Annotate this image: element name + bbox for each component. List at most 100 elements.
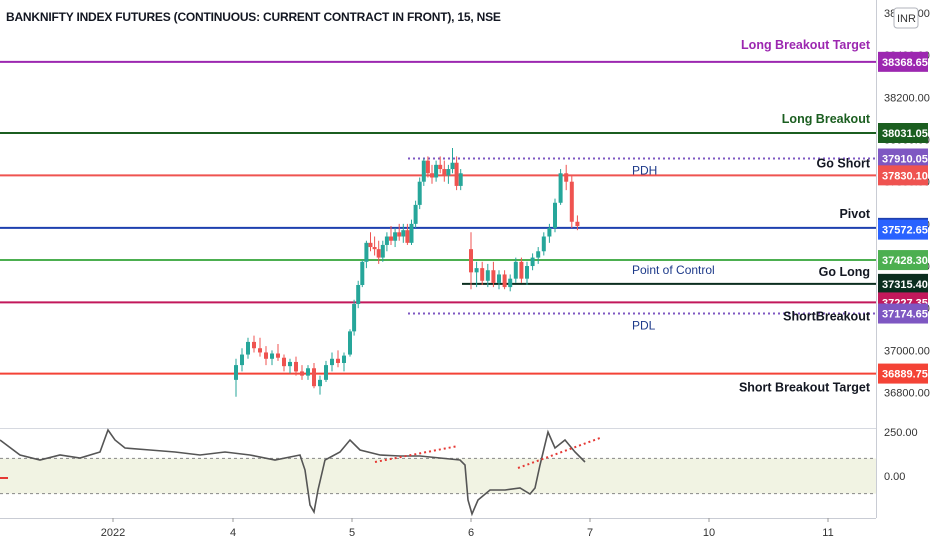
candle xyxy=(491,270,496,283)
candle xyxy=(442,169,447,176)
candle xyxy=(485,270,490,281)
price-badge-label: 37572.65 xyxy=(882,225,928,237)
level-label-pdh: PDH xyxy=(632,163,657,177)
candle xyxy=(348,331,352,355)
level-label-pdl: PDL xyxy=(632,319,656,333)
level-badges-layer: 38368.6538031.0537910.0537830.1037581.00… xyxy=(878,51,928,384)
level-labels-layer: Long Breakout Target Long Breakout Go Shor… xyxy=(632,38,871,395)
grid-layer xyxy=(0,0,877,519)
candle xyxy=(376,249,381,258)
oscillator-trendline xyxy=(374,445,459,463)
oscillator-tick-label: 250.00 xyxy=(884,427,918,439)
candle xyxy=(569,181,574,222)
level-label-poc: Point of Control xyxy=(632,263,715,277)
candle xyxy=(336,358,340,363)
candle xyxy=(438,164,443,170)
candle xyxy=(553,202,557,229)
candle xyxy=(405,230,410,243)
candle xyxy=(330,358,334,366)
oscillator-layer xyxy=(0,428,601,517)
candle xyxy=(430,173,434,178)
candle xyxy=(312,368,316,387)
level-label-long-breakout-target: Long Breakout Target xyxy=(741,38,871,52)
time-tick-label: 4 xyxy=(230,527,236,539)
price-tick-label: 36800.00 xyxy=(884,388,930,400)
time-tick-label: 10 xyxy=(703,527,715,539)
oscillator-line xyxy=(0,428,586,517)
candle xyxy=(513,261,518,279)
price-badge-label: 38368.65 xyxy=(882,57,928,69)
time-tick-label: 7 xyxy=(587,527,593,539)
candle xyxy=(502,274,507,288)
price-badge-9 xyxy=(878,303,928,324)
candle xyxy=(401,230,406,237)
candle xyxy=(352,303,357,332)
level-label-short-breakout: ShortBreakout xyxy=(783,309,871,323)
candle xyxy=(240,354,244,366)
price-badge-label: 37174.65 xyxy=(882,309,928,321)
candle xyxy=(258,348,262,353)
candle xyxy=(372,247,377,250)
price-tick-label: 37000.00 xyxy=(884,345,930,357)
candle xyxy=(525,266,529,279)
candle xyxy=(360,261,365,285)
currency-badge-label: INR xyxy=(897,13,916,25)
candle xyxy=(368,242,373,248)
candle xyxy=(469,249,473,273)
candle xyxy=(234,365,238,380)
candle xyxy=(389,236,393,241)
candle xyxy=(480,268,485,281)
price-badge-5 xyxy=(878,219,928,240)
currency-badge xyxy=(893,7,919,29)
candle xyxy=(519,261,524,279)
candle xyxy=(246,341,250,355)
candle xyxy=(547,228,552,237)
oscillator-band-layer xyxy=(0,457,876,495)
time-axis-layer: 2022 4 5 6 7 10 11 xyxy=(101,518,834,539)
level-label-long-breakout: Long Breakout xyxy=(782,112,871,126)
price-badge-label: 38031.05 xyxy=(882,128,928,140)
level-label-short-breakout-target: Short Breakout Target xyxy=(739,381,871,395)
candle xyxy=(294,361,298,372)
candle xyxy=(288,361,292,367)
candle xyxy=(564,173,569,182)
candle xyxy=(434,164,439,178)
candle xyxy=(264,352,268,359)
candle xyxy=(324,365,328,380)
oscillator-band xyxy=(0,458,876,494)
level-label-pivot: Pivot xyxy=(839,207,870,221)
candle xyxy=(497,274,501,283)
price-tick-label: 38200.00 xyxy=(884,92,930,104)
candle xyxy=(380,244,385,258)
price-badge-label: 37428.30 xyxy=(882,255,928,267)
candle xyxy=(384,236,389,245)
price-badge-label: 37830.10 xyxy=(882,170,928,182)
candle xyxy=(508,278,513,288)
candle xyxy=(270,353,274,359)
candle xyxy=(458,173,463,186)
candle xyxy=(530,257,535,267)
candle xyxy=(413,204,418,224)
level-lines-layer xyxy=(0,60,876,375)
candle xyxy=(306,368,310,376)
time-tick-label: 5 xyxy=(349,527,355,539)
price-badge-0 xyxy=(878,51,928,72)
candle xyxy=(421,160,426,182)
candle xyxy=(558,173,563,203)
time-tick-label: 11 xyxy=(822,527,833,539)
time-tick-label: 2022 xyxy=(101,527,125,539)
candle xyxy=(417,181,422,205)
candle xyxy=(474,268,479,273)
candle xyxy=(318,379,322,387)
candle xyxy=(425,160,430,174)
price-badge-3 xyxy=(878,165,928,186)
price-axis-layer: 38600.0038400.0038200.0038000.0037800.00… xyxy=(884,7,930,483)
time-tick-label: 6 xyxy=(468,527,474,539)
candle xyxy=(276,353,280,358)
candle xyxy=(300,371,304,376)
price-badge-6 xyxy=(878,250,928,271)
candle xyxy=(397,232,402,237)
candle xyxy=(575,221,580,226)
candle xyxy=(356,284,361,304)
